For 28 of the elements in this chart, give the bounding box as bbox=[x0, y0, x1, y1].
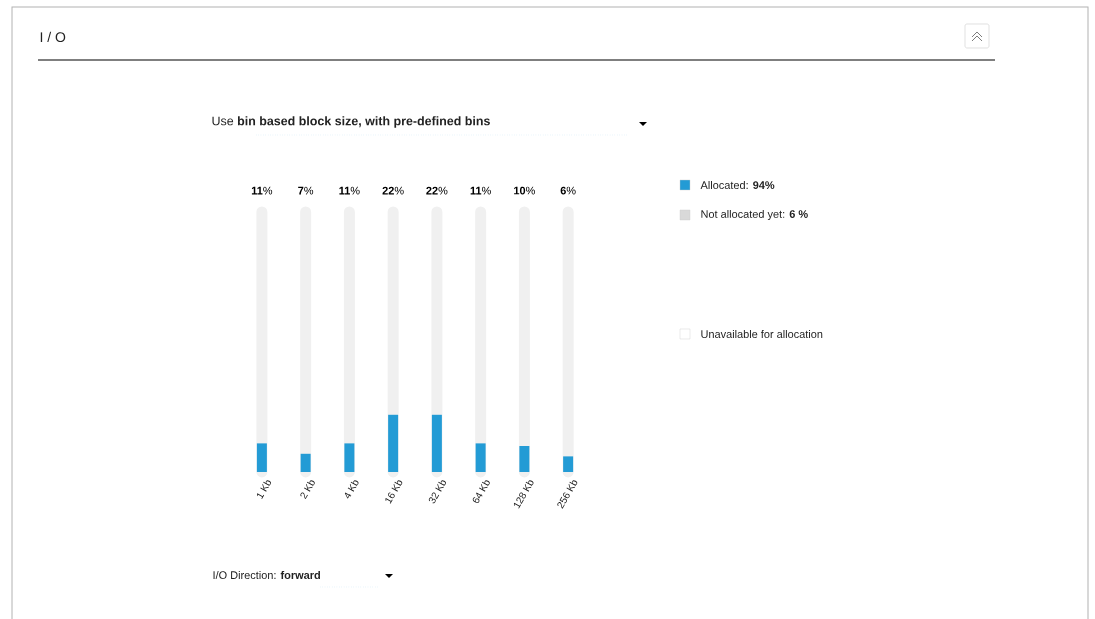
data-label: 11% bbox=[470, 186, 491, 195]
data-label: 22% bbox=[382, 186, 404, 195]
text: I/O Direction: forward bbox=[213, 570, 320, 580]
data-label: 7% bbox=[298, 186, 314, 195]
data-label: 11% bbox=[339, 186, 360, 195]
data-label: 22% bbox=[426, 186, 448, 195]
bar bbox=[519, 445, 530, 472]
x-tick-label: 2 Kb bbox=[300, 480, 315, 500]
bar bbox=[256, 443, 267, 472]
text: I / O bbox=[40, 31, 66, 43]
text: Not allocated yet: 6 % bbox=[701, 209, 808, 221]
bar bbox=[388, 414, 399, 472]
text: Allocated: 94% bbox=[700, 180, 775, 190]
chart-subtitle: Use bin based block size, with pre-defined bins bbox=[212, 116, 490, 128]
bar bbox=[344, 443, 355, 472]
x-tick-label: 4 Kb bbox=[344, 480, 359, 499]
text: Unavailable for allocation bbox=[701, 329, 823, 339]
data-label: 6% bbox=[560, 186, 576, 195]
bar bbox=[300, 453, 311, 472]
x-tick-label: 1 Kb bbox=[256, 480, 272, 499]
x-tick-label: 64 Kb bbox=[472, 480, 490, 504]
bar bbox=[431, 414, 442, 472]
bar bbox=[563, 456, 574, 472]
bar bbox=[475, 443, 486, 472]
x-tick-label: 32 Kb bbox=[428, 480, 447, 504]
x-tick-label: 16 Kb bbox=[385, 480, 403, 504]
data-label: 10% bbox=[514, 186, 535, 195]
data-label: 11% bbox=[251, 186, 273, 195]
